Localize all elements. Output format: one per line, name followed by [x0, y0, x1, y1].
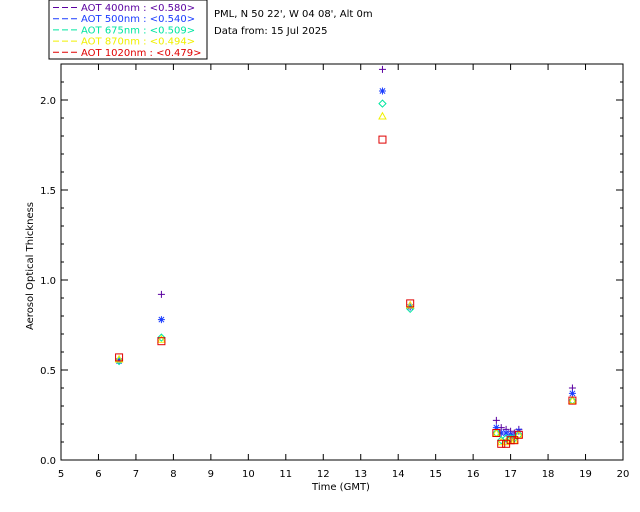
- x-tick-label: 17: [504, 469, 517, 480]
- data-point: [406, 299, 415, 308]
- data-point: [157, 334, 166, 343]
- y-axis-title: Aerosol Optical Thickness: [25, 202, 36, 330]
- x-tick-label: 13: [354, 469, 367, 480]
- y-tick-label: 1.0: [40, 276, 56, 287]
- x-axis: 5 6 7 8 9 10 11 12 13 14 15 16 17 18 19 20: [58, 64, 630, 480]
- x-tick-label: 9: [208, 469, 214, 480]
- y-tick-label: 0.5: [40, 366, 56, 377]
- x-tick-label: 6: [95, 469, 101, 480]
- legend-label: AOT 500nm : <0.540>: [81, 14, 195, 25]
- data-point: [378, 87, 386, 95]
- x-tick-label: 12: [317, 469, 330, 480]
- x-tick-label: 14: [392, 469, 405, 480]
- x-axis-title: Time (GMT): [311, 482, 370, 493]
- data-point: [405, 300, 415, 309]
- data-point: [514, 430, 524, 439]
- data-point: [568, 389, 576, 397]
- data-point: [568, 396, 577, 405]
- data-point: [115, 353, 124, 362]
- data-point: [568, 396, 577, 404]
- data-point: [492, 424, 500, 432]
- x-tick-label: 18: [542, 469, 555, 480]
- legend-label: AOT 870nm : <0.494>: [81, 37, 195, 48]
- x-tick-label: 19: [579, 469, 592, 480]
- x-tick-label: 16: [467, 469, 480, 480]
- x-tick-label: 15: [429, 469, 442, 480]
- data-point: [378, 65, 386, 73]
- legend-label: AOT 675nm : <0.509>: [81, 25, 195, 36]
- data-point: [502, 429, 510, 437]
- data-point: [157, 333, 166, 342]
- series-star: [115, 87, 576, 441]
- data-point: [114, 354, 124, 363]
- data-point: [510, 436, 519, 445]
- x-tick-label: 10: [242, 469, 255, 480]
- data-point: [492, 428, 501, 437]
- data-point: [157, 316, 165, 324]
- legend: AOT 400nm : <0.580>AOT 500nm : <0.540>AO…: [53, 3, 201, 59]
- y-tick-label: 2.0: [40, 96, 56, 107]
- y-tick-label: 0.0: [40, 456, 56, 467]
- x-tick-label: 7: [133, 469, 139, 480]
- data-point: [157, 337, 166, 346]
- series-plus: [115, 65, 576, 437]
- date-text: Data from: 15 Jul 2025: [214, 26, 327, 37]
- legend-label: AOT 400nm : <0.580>: [81, 3, 195, 14]
- data-points: [114, 65, 577, 448]
- data-point: [497, 429, 505, 437]
- data-point: [378, 135, 387, 144]
- x-tick-label: 5: [58, 469, 64, 480]
- x-tick-label: 8: [170, 469, 176, 480]
- series-triangle: [114, 111, 577, 446]
- data-point: [492, 416, 500, 424]
- y-tick-label: 1.5: [40, 186, 56, 197]
- series-square: [115, 135, 577, 448]
- data-point: [157, 290, 165, 298]
- series-diamond: [114, 99, 577, 445]
- data-point: [514, 430, 523, 439]
- data-point: [378, 99, 387, 108]
- y-axis: 0.0 0.5 1.0 1.5 2.0: [40, 81, 623, 467]
- x-tick-label: 11: [279, 469, 292, 480]
- data-point: [492, 429, 501, 437]
- plot-area: [60, 63, 624, 461]
- data-point: [378, 111, 387, 120]
- x-tick-label: 20: [617, 469, 630, 480]
- location-text: PML, N 50 22', W 04 08', Alt 0m: [214, 9, 373, 20]
- data-point: [497, 439, 506, 448]
- legend-label: AOT 1020nm : <0.479>: [81, 48, 201, 59]
